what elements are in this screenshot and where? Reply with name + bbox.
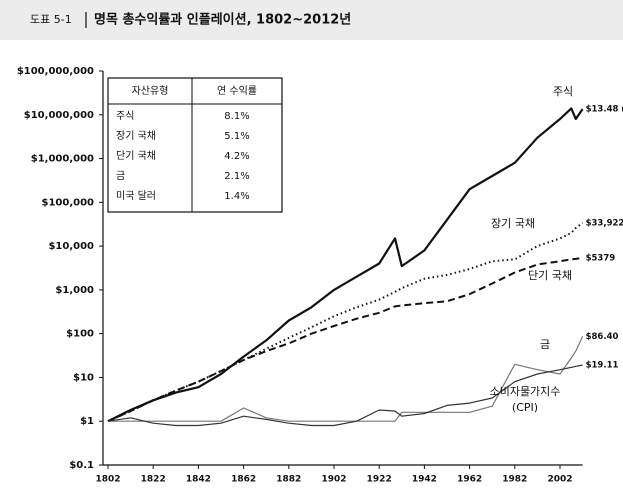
x-tick-label: 1962 — [457, 475, 482, 485]
x-tick-label: 2002 — [547, 475, 572, 485]
x-tick-label: 1862 — [231, 475, 256, 485]
end-label: $5379 — [586, 253, 616, 263]
header-band — [0, 0, 623, 40]
end-label: $19.11 — [586, 361, 619, 371]
table-cell: 8.1% — [224, 111, 249, 122]
x-tick-label: 1802 — [95, 475, 120, 485]
series-name: 단기 국채 — [528, 269, 572, 282]
table-cell: 단기 국채 — [116, 150, 156, 162]
y-tick-label: $10 — [73, 372, 94, 383]
series-line — [108, 336, 584, 422]
x-tick-label: 1922 — [367, 475, 392, 485]
series-line — [107, 222, 584, 423]
table-cell: 1.4% — [224, 191, 249, 202]
table-cell: 5.1% — [224, 131, 249, 142]
series-line — [107, 256, 583, 423]
series-line — [107, 107, 584, 423]
y-tick-label: $1 — [80, 416, 94, 427]
x-tick-label: 1822 — [141, 475, 166, 485]
table-header: 연 수익률 — [217, 85, 257, 97]
y-tick-label: $100,000,000 — [17, 66, 94, 77]
series-name: 주식 — [553, 85, 573, 98]
series-name: 금 — [540, 338, 550, 351]
x-tick-label: 1942 — [412, 475, 437, 485]
y-tick-label: $1,000,000 — [31, 154, 94, 165]
y-tick-label: $100 — [66, 329, 94, 340]
table-cell: 주식 — [116, 110, 134, 122]
table-cell: 금 — [116, 170, 125, 182]
table-cell: 장기 국채 — [116, 130, 156, 142]
end-label: $86.40 — [586, 332, 619, 342]
y-tick-label: $10,000,000 — [24, 110, 94, 121]
series-name: 장기 국채 — [491, 217, 535, 230]
x-tick-label: 1982 — [502, 475, 527, 485]
series-name-sub: (CPI) — [512, 401, 538, 414]
table-box — [107, 77, 283, 213]
y-tick-label: $100,000 — [41, 197, 94, 208]
y-tick-label: $0.1 — [69, 460, 94, 471]
end-label: $13.48 mi — [586, 105, 623, 115]
figure-label: 도표 5-1 — [30, 13, 72, 26]
table-cell: 2.1% — [224, 171, 249, 182]
table-cell: 미국 달러 — [116, 190, 156, 202]
chart-title: 명목 총수익률과 인플레이션, 1802~2012년 — [94, 12, 351, 28]
x-tick-label: 1882 — [276, 475, 301, 485]
series-line — [107, 364, 583, 427]
y-tick-label: $10,000 — [48, 241, 94, 252]
x-tick-label: 1842 — [186, 475, 211, 485]
table-header: 자산유형 — [132, 85, 169, 97]
y-tick-label: $1,000 — [55, 285, 94, 296]
x-tick-label: 1902 — [321, 475, 346, 485]
table-cell: 4.2% — [224, 151, 249, 162]
end-label: $33,922 — [586, 218, 623, 228]
series-name: 소비자물가지수 — [490, 385, 561, 398]
